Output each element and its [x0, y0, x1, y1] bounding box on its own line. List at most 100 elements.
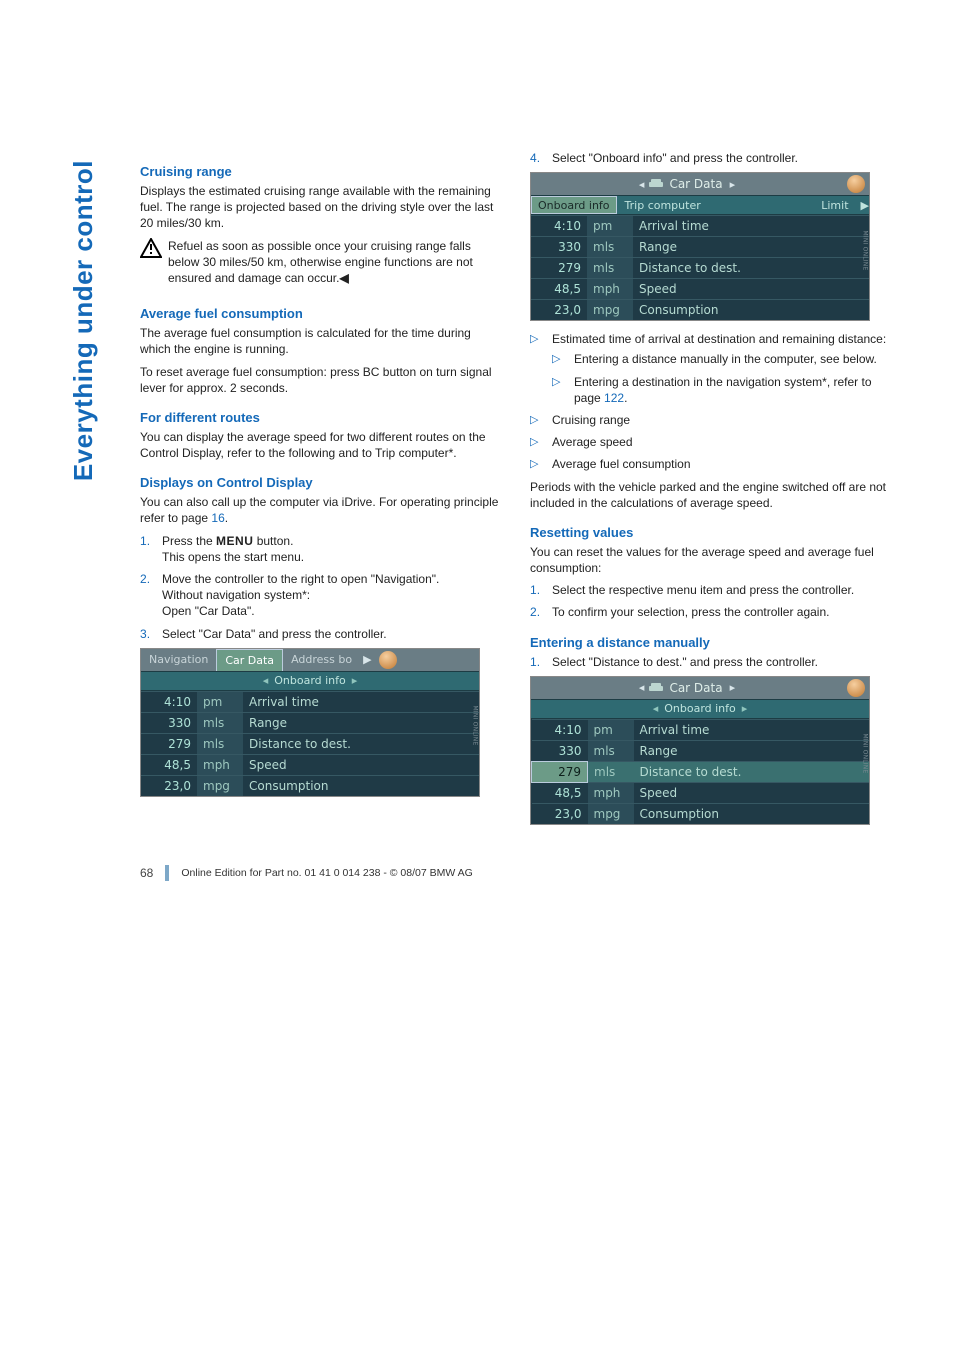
page-footer: 68 Online Edition for Part no. 01 41 0 0… — [140, 865, 904, 881]
cell-label: Consumption — [633, 300, 869, 321]
para-reset: You can reset the values for the average… — [530, 544, 890, 576]
controller-knob-icon — [847, 175, 865, 193]
cell-unit: mph — [588, 782, 634, 803]
right-column: Select "Onboard info" and press the cont… — [530, 150, 890, 835]
controller-knob-icon — [379, 651, 397, 669]
cell-unit: mpg — [588, 803, 634, 824]
heading-resetting: Resetting values — [530, 525, 890, 540]
table-row: 48,5mphSpeed — [532, 782, 870, 803]
right-arrow-icon: ▸ — [727, 178, 739, 191]
cell-value: 23,0 — [532, 803, 588, 824]
image-caption: MINI ONLINE — [862, 734, 869, 774]
cell-value: 23,0 — [531, 300, 587, 321]
cell-unit: mph — [587, 279, 633, 300]
cell-value: 4:10 — [141, 691, 197, 712]
controller-knob-icon — [847, 679, 865, 697]
bullet-avg-speed: Average speed — [530, 434, 890, 450]
left-arrow-icon: ◂ — [257, 674, 275, 687]
sidebar-section-label: Everything under control — [68, 160, 99, 481]
onboard-info-table: 4:10pmArrival time330mlsRange279mlsDista… — [531, 719, 869, 824]
cell-unit: pm — [588, 719, 634, 740]
heading-entering-distance: Entering a distance manually — [530, 635, 890, 650]
table-row: 4:10pmArrival time — [141, 691, 479, 712]
tab-address-book: Address bo — [283, 649, 360, 671]
heading-displays-control: Displays on Control Display — [140, 475, 500, 490]
cell-value: 330 — [531, 237, 587, 258]
table-row: 23,0mpgConsumption — [141, 775, 479, 796]
cell-label: Distance to dest. — [633, 258, 869, 279]
left-arrow-icon: ◂ — [647, 702, 665, 715]
table-row: 279mlsDistance to dest. — [141, 733, 479, 754]
para-periods: Periods with the vehicle parked and the … — [530, 479, 890, 511]
para-displays-control: You can also call up the computer via iD… — [140, 494, 500, 526]
para-avg-fuel-1: The average fuel consumption is calculat… — [140, 325, 500, 357]
page-columns: Cruising range Displays the estimated cr… — [140, 150, 904, 835]
page-link-16[interactable]: 16 — [211, 511, 224, 525]
para-cruising-range: Displays the estimated cruising range av… — [140, 183, 500, 232]
left-arrow-icon: ◂ — [636, 681, 648, 694]
table-row: 48,5mphSpeed — [531, 279, 869, 300]
warning-block: Refuel as soon as possible once your cru… — [140, 238, 500, 293]
table-row: 330mlsRange — [141, 712, 479, 733]
cell-label: Speed — [633, 279, 869, 300]
page-number: 68 — [140, 866, 153, 880]
idrive-screen-onboard-info: ◂ Car Data ▸ Onboard info Trip computer … — [530, 172, 870, 321]
bullet-list: Estimated time of arrival at destination… — [530, 331, 890, 472]
table-row: 279mlsDistance to dest. — [531, 258, 869, 279]
heading-different-routes: For different routes — [140, 410, 500, 425]
cell-value: 279 — [141, 733, 197, 754]
cell-unit: mls — [197, 733, 243, 754]
tab-navigation: Navigation — [141, 649, 216, 671]
cell-label: Range — [634, 740, 870, 761]
reset-steps: Select the respective menu item and pres… — [530, 582, 890, 620]
warning-icon — [140, 238, 162, 258]
subheader-split: Onboard info Trip computer Limit ▶ — [531, 195, 869, 215]
bullet-nav-destination: Entering a destination in the navigation… — [552, 374, 890, 406]
para-different-routes: You can display the average speed for tw… — [140, 429, 500, 461]
bullet-avg-fuel: Average fuel consumption — [530, 456, 890, 472]
cell-unit: mpg — [197, 775, 243, 796]
table-row: 330mlsRange — [532, 740, 870, 761]
reset-step-1: Select the respective menu item and pres… — [530, 582, 890, 598]
cell-unit: mls — [587, 237, 633, 258]
table-row: 279mlsDistance to dest. — [532, 761, 870, 782]
cell-value: 48,5 — [141, 754, 197, 775]
page-link-122[interactable]: 122 — [604, 391, 624, 405]
tab-limit: Limit — [821, 199, 854, 212]
cell-unit: mls — [588, 740, 634, 761]
enter-step-1: Select "Distance to dest." and press the… — [530, 654, 890, 670]
steps-list-left: Press the MENU button. This opens the st… — [140, 533, 500, 642]
left-column: Cruising range Displays the estimated cr… — [140, 150, 500, 835]
cell-label: Speed — [243, 754, 479, 775]
cell-value: 48,5 — [532, 782, 588, 803]
step-2: Move the controller to the right to open… — [140, 571, 500, 620]
heading-cruising-range: Cruising range — [140, 164, 500, 179]
subheader-onboard-info: ◂ Onboard info ▸ — [141, 671, 479, 691]
car-icon — [647, 178, 665, 190]
image-caption: MINI ONLINE — [472, 706, 479, 746]
cell-unit: mls — [587, 258, 633, 279]
cell-value: 279 — [532, 761, 588, 782]
right-arrow-icon: ▸ — [736, 702, 754, 715]
right-arrow-icon: ▸ — [346, 674, 364, 687]
cell-value: 4:10 — [532, 719, 588, 740]
left-arrow-icon: ◂ — [636, 178, 648, 191]
cell-value: 279 — [531, 258, 587, 279]
cell-value: 48,5 — [531, 279, 587, 300]
end-marker-icon: ◀ — [339, 271, 348, 285]
cell-label: Arrival time — [243, 691, 479, 712]
cell-unit: mls — [197, 712, 243, 733]
step-1: Press the MENU button. This opens the st… — [140, 533, 500, 565]
steps-list-right: Select "Onboard info" and press the cont… — [530, 150, 890, 166]
warning-text: Refuel as soon as possible once your cru… — [168, 238, 500, 287]
cell-label: Consumption — [634, 803, 870, 824]
cell-label: Range — [243, 712, 479, 733]
onboard-info-table: 4:10pmArrival time330mlsRange279mlsDista… — [141, 691, 479, 796]
cell-value: 330 — [532, 740, 588, 761]
car-icon — [647, 682, 665, 694]
cell-unit: pm — [587, 216, 633, 237]
bullet-arrival: Estimated time of arrival at destination… — [530, 331, 890, 406]
menu-button-label: MENU — [216, 534, 253, 548]
para-avg-fuel-2: To reset average fuel consumption: press… — [140, 364, 500, 396]
table-row: 4:10pmArrival time — [531, 216, 869, 237]
